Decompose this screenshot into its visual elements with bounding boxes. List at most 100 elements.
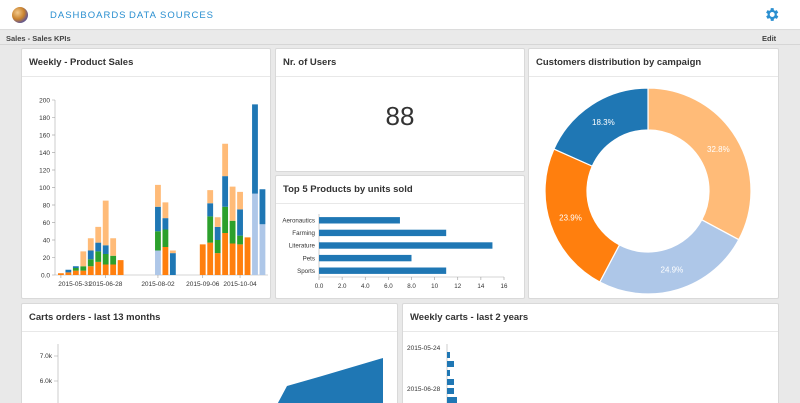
carts-orders-panel: Carts orders - last 13 months 7.0k 6.0k: [21, 303, 398, 403]
category-label: Literature: [289, 243, 316, 250]
bar-segment: [162, 218, 169, 230]
customers-distribution-panel: Customers distribution by campaign 32.8%…: [528, 48, 779, 299]
area-series: [277, 358, 383, 403]
panel-title: Weekly - Product Sales: [29, 57, 134, 68]
bar-segment: [169, 253, 176, 275]
panel-title: Weekly carts - last 2 years: [410, 312, 529, 323]
bar-segment: [110, 238, 117, 256]
x-tick-label: 4.0: [361, 283, 370, 290]
bar-segment: [110, 255, 117, 265]
bar-segment: [207, 216, 214, 243]
category-label: Pets: [303, 255, 315, 262]
bar-segment: [214, 253, 221, 275]
nav-dashboards[interactable]: DASHBOARDS: [50, 10, 127, 21]
x-tick-label: 2015-05-31: [58, 281, 92, 288]
donut-slice: [598, 219, 740, 295]
y-tick-label: 0.0: [41, 273, 50, 280]
slice-label: 32.8%: [707, 145, 730, 154]
x-tick-label: 10: [431, 283, 438, 290]
panel-title: Customers distribution by campaign: [536, 57, 702, 68]
top-navigation-bar: DASHBOARDS DATA SOURCES: [0, 0, 800, 30]
bar-segment: [229, 243, 236, 275]
bar: [319, 254, 412, 262]
panel-divider: [529, 76, 778, 77]
bar-segment: [155, 206, 161, 232]
y-tick-label: 2015-05-24: [407, 345, 441, 352]
bar-segment: [222, 176, 229, 207]
weekly-carts-panel: Weekly carts - last 2 years 2015-05-24 2…: [402, 303, 779, 403]
y-tick-label: 180: [39, 115, 50, 122]
x-tick-label: 16: [501, 283, 508, 290]
panel-divider: [22, 76, 270, 77]
panel-divider: [276, 203, 524, 204]
x-tick-label: 8.0: [407, 283, 416, 290]
bar-segment: [95, 251, 102, 262]
bar: [319, 217, 400, 224]
bar-segment: [110, 264, 117, 275]
y-tick-label: 160: [39, 133, 50, 140]
bar-segment: [80, 251, 87, 267]
slice-label: 18.3%: [592, 118, 615, 127]
bar: [447, 379, 454, 385]
weekly-sales-chart: 0.0204060801001201401601802002015-05-312…: [39, 98, 268, 288]
bar-segment: [214, 240, 221, 254]
bar-segment: [229, 220, 236, 244]
bar-segment: [80, 266, 87, 271]
x-tick-label: 2015-08-02: [141, 281, 175, 288]
y-tick-label: 2015-06-28: [407, 386, 441, 393]
bar-segment: [252, 193, 258, 275]
panel-divider: [22, 331, 397, 332]
carts-orders-chart: 7.0k 6.0k: [40, 344, 383, 403]
bar-segment: [155, 231, 161, 251]
bar-segment: [244, 237, 251, 275]
donut-slice: [544, 148, 621, 283]
bar-segment: [222, 206, 229, 233]
y-tick-label: 20: [43, 255, 51, 262]
gear-icon[interactable]: [763, 6, 780, 23]
bar-segment: [102, 264, 109, 275]
bar-segment: [102, 245, 109, 254]
y-tick-label: 60: [43, 220, 51, 227]
customers-donut-chart: 32.8% 24.9% 23.9% 18.3%: [544, 87, 752, 295]
slice-label: 23.9%: [559, 214, 582, 223]
bar-segment: [87, 266, 94, 275]
bar-segment: [65, 272, 72, 275]
bar-segment: [87, 250, 94, 260]
y-tick-label: 120: [39, 168, 50, 175]
y-tick-label: 140: [39, 150, 50, 157]
bar-segment: [162, 247, 169, 275]
x-tick-label: 14: [477, 283, 484, 290]
bar-segment: [72, 266, 79, 268]
bar: [447, 352, 450, 358]
weekly-product-sales-panel: Weekly - Product Sales 0.0 20 40 60 80 100 120…: [21, 48, 271, 299]
bar-segment: [80, 270, 87, 275]
bar: [447, 361, 454, 367]
bar-segment: [237, 244, 243, 275]
bar-segment: [155, 250, 161, 275]
y-tick-label: 40: [43, 238, 51, 245]
x-tick-label: 12: [454, 283, 461, 290]
y-tick-label: 6.0k: [40, 378, 53, 385]
category-label: Aeronautics: [282, 218, 315, 225]
globe-logo[interactable]: [12, 7, 28, 23]
bar-segment: [95, 242, 102, 252]
x-tick-label: 0.0: [315, 283, 324, 290]
bar-segment: [214, 226, 221, 240]
top5-products-chart: Aeronautics Farming Literature Pets Sports 0.…: [282, 214, 508, 290]
bar: [319, 267, 447, 274]
y-tick-label: 200: [39, 98, 50, 105]
bar-segment: [87, 238, 94, 251]
donut-slice: [647, 87, 752, 241]
bar-segment: [95, 261, 102, 275]
nr-users-panel: Nr. of Users 88: [275, 48, 525, 172]
bar-segment: [72, 270, 79, 275]
nav-data-sources[interactable]: DATA SOURCES: [129, 10, 215, 21]
bar-segment: [162, 202, 169, 219]
edit-button[interactable]: Edit: [762, 34, 777, 43]
bar-segment: [72, 268, 79, 271]
bar-segment: [207, 203, 214, 217]
x-tick-label: 2.0: [338, 283, 347, 290]
bar: [447, 370, 450, 376]
x-tick-label: 2015-06-28: [89, 281, 123, 288]
weekly-carts-chart: 2015-05-24 2015-06-28: [407, 344, 457, 403]
